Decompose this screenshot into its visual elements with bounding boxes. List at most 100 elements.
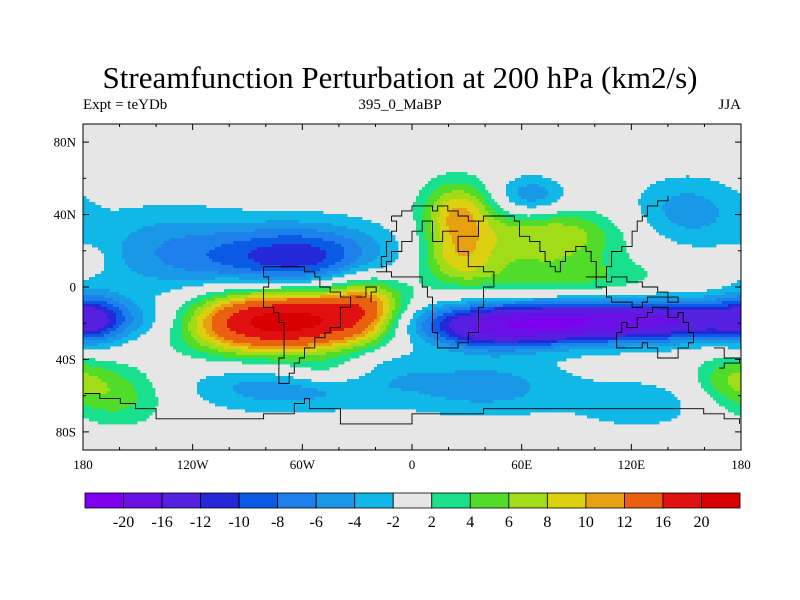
field-cell xyxy=(482,190,486,194)
field-cell xyxy=(446,181,450,185)
field-cell xyxy=(221,238,225,242)
field-cell xyxy=(341,271,345,275)
field-cell xyxy=(254,250,258,254)
field-cell xyxy=(422,259,426,263)
field-cell xyxy=(614,259,618,263)
field-cell xyxy=(203,211,207,215)
field-cell xyxy=(443,220,447,224)
field-cell xyxy=(236,274,240,278)
field-cell xyxy=(443,226,447,230)
field-cell xyxy=(605,262,609,266)
field-cell xyxy=(569,259,573,263)
field-cell xyxy=(371,226,375,230)
field-cell xyxy=(458,274,462,278)
field-cell xyxy=(188,205,192,209)
field-cell xyxy=(731,238,735,242)
field-cell xyxy=(194,220,198,224)
field-cell xyxy=(251,229,255,233)
field-cell xyxy=(533,247,537,251)
field-cell xyxy=(218,274,222,278)
field-cell xyxy=(284,247,288,251)
field-cell xyxy=(467,226,471,230)
field-cell xyxy=(125,280,129,284)
field-cell xyxy=(533,250,537,254)
field-cell xyxy=(437,271,441,275)
field-cell xyxy=(239,274,243,278)
field-cell xyxy=(440,265,444,269)
field-cell xyxy=(206,253,210,257)
field-cell xyxy=(665,211,669,215)
field-cell xyxy=(191,253,195,257)
field-cell xyxy=(98,244,102,248)
field-cell xyxy=(533,244,537,248)
field-cell xyxy=(497,211,501,215)
field-cell xyxy=(290,274,294,278)
field-cell xyxy=(689,226,693,230)
field-cell xyxy=(464,217,468,221)
field-cell xyxy=(476,181,480,185)
field-cell xyxy=(506,265,510,269)
field-cell xyxy=(608,235,612,239)
field-cell xyxy=(527,205,531,209)
field-cell xyxy=(332,259,336,263)
field-cell xyxy=(281,223,285,227)
field-cell xyxy=(236,229,240,233)
field-cell xyxy=(266,253,270,257)
field-cell xyxy=(467,274,471,278)
field-cell xyxy=(716,229,720,233)
field-cell xyxy=(734,190,738,194)
field-cell xyxy=(335,217,339,221)
field-cell xyxy=(281,253,285,257)
field-cell xyxy=(260,214,264,218)
field-cell xyxy=(251,223,255,227)
field-cell xyxy=(692,229,696,233)
field-cell xyxy=(575,220,579,224)
field-cell xyxy=(728,226,732,230)
field-cell xyxy=(152,220,156,224)
field-cell xyxy=(260,265,264,269)
field-cell xyxy=(668,208,672,212)
field-cell xyxy=(551,274,555,278)
field-cell xyxy=(146,235,150,239)
field-cell xyxy=(704,211,708,215)
field-cell xyxy=(380,232,384,236)
field-cell xyxy=(392,247,396,251)
field-cell xyxy=(638,271,642,275)
field-cell xyxy=(554,256,558,260)
field-cell xyxy=(416,199,420,203)
field-cell xyxy=(116,235,120,239)
field-cell xyxy=(173,205,177,209)
field-cell xyxy=(437,268,441,272)
field-cell xyxy=(173,268,177,272)
field-cell xyxy=(125,271,129,275)
field-cell xyxy=(116,259,120,263)
field-cell xyxy=(587,256,591,260)
field-cell xyxy=(440,226,444,230)
field-cell xyxy=(704,223,708,227)
field-cell xyxy=(185,238,189,242)
field-cell xyxy=(464,205,468,209)
field-cell xyxy=(479,232,483,236)
field-cell xyxy=(422,214,426,218)
field-cell xyxy=(242,238,246,242)
field-cell xyxy=(662,202,666,206)
field-cell xyxy=(503,265,507,269)
field-cell xyxy=(548,193,552,197)
field-cell xyxy=(437,277,441,281)
field-cell xyxy=(482,274,486,278)
field-cell xyxy=(305,277,309,281)
field-cell xyxy=(485,235,489,239)
field-cell xyxy=(428,277,432,281)
field-cell xyxy=(365,250,369,254)
field-cell xyxy=(545,199,549,203)
field-cell xyxy=(461,220,465,224)
field-cell xyxy=(299,277,303,281)
field-cell xyxy=(677,235,681,239)
field-cell xyxy=(236,247,240,251)
field-cell xyxy=(716,184,720,188)
field-cell xyxy=(509,232,513,236)
field-cell xyxy=(140,265,144,269)
field-cell xyxy=(296,244,300,248)
field-cell xyxy=(362,268,366,272)
field-cell xyxy=(230,244,234,248)
